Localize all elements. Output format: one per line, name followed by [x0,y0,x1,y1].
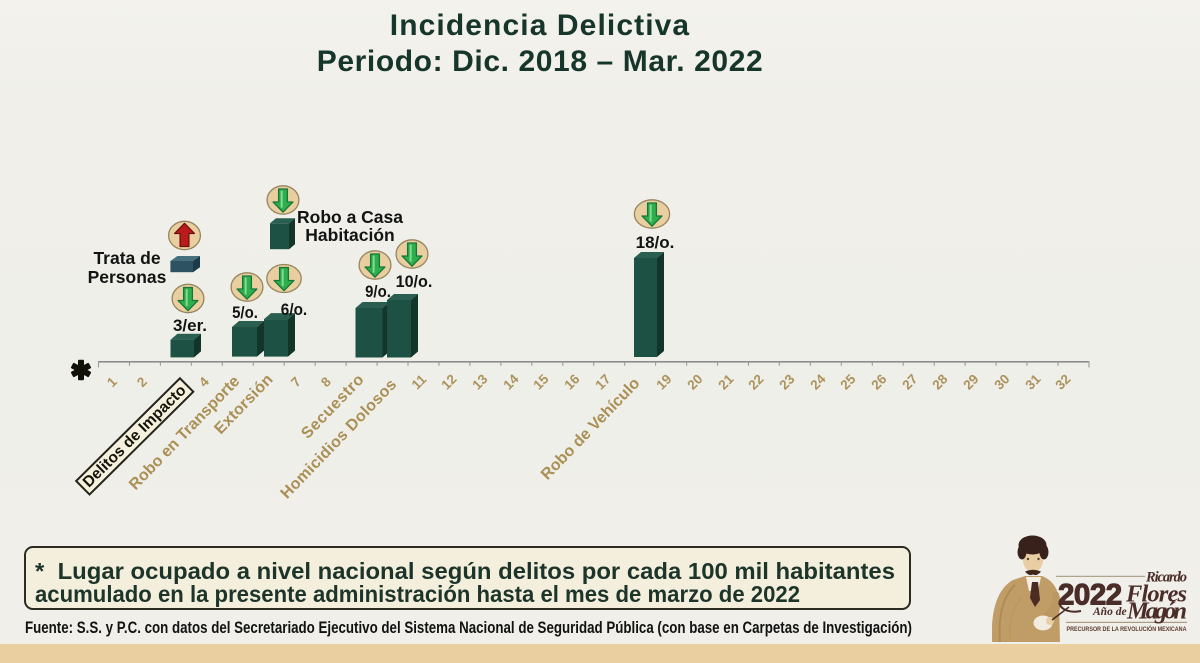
svg-text:Flores: Flores [1125,581,1187,608]
svg-text:2022: 2022 [1058,579,1122,612]
svg-text:Ricardo: Ricardo [1145,570,1187,586]
svg-text:PRECURSOR DE LA REVOLUCIÓN MEX: PRECURSOR DE LA REVOLUCIÓN MEXICANA [1067,624,1187,633]
svg-text:Magón: Magón [1126,598,1187,625]
svg-text:Año de: Año de [1092,606,1127,618]
